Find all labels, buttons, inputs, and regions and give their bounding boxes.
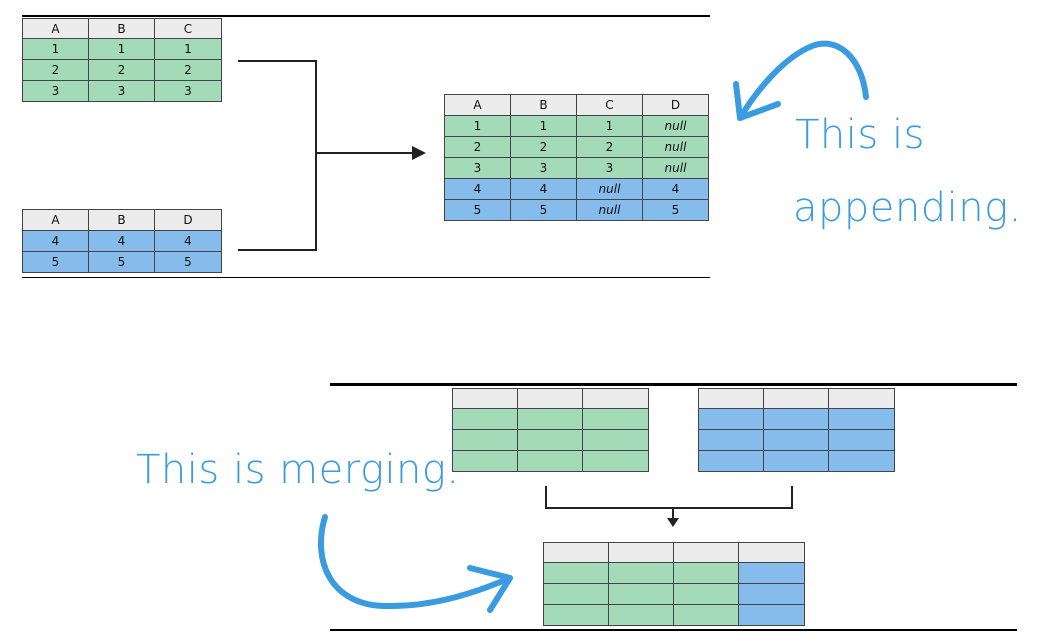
- table-cell: 2: [576, 136, 643, 158]
- table-cell: 5: [154, 251, 222, 273]
- table-cell: [673, 562, 739, 584]
- append-note-line-2: appending.: [793, 185, 1022, 231]
- merge-note-emphasis: merging.: [279, 447, 460, 493]
- append-result-table: A B C D 1 1 1 null 2 2 2 null 3 3 3 null…: [444, 94, 709, 221]
- table-cell: 3: [154, 80, 222, 102]
- table-cell: 2: [444, 136, 511, 158]
- table-header-cell: [698, 388, 764, 409]
- table-cell: [828, 408, 895, 430]
- table-cell: [582, 450, 649, 472]
- merge-connector-bracket: [545, 486, 793, 520]
- table-cell: [698, 450, 764, 472]
- table-header-cell: A: [22, 18, 89, 39]
- table-cell: 1: [444, 115, 511, 137]
- bottom-rule-append: [22, 277, 710, 278]
- merge-pointer-arrow-icon: [318, 514, 513, 613]
- table-cell-null: null: [642, 115, 709, 137]
- table-cell: [828, 450, 895, 472]
- table-cell: [543, 583, 609, 605]
- table-header-cell: B: [510, 94, 577, 116]
- append-note-line-1: This is: [795, 112, 925, 158]
- table-cell: 3: [88, 80, 155, 102]
- table-cell: 5: [88, 251, 155, 273]
- table-header-cell: C: [576, 94, 643, 116]
- table-header-cell: [828, 388, 895, 409]
- table-cell: [738, 604, 805, 626]
- table-cell: [517, 450, 583, 472]
- table-cell: 4: [444, 178, 511, 200]
- top-rule-merge: [330, 383, 1017, 386]
- table-cell: 1: [22, 38, 89, 60]
- table-cell: 3: [444, 157, 511, 179]
- table-cell: [763, 450, 829, 472]
- append-connector-bracket: [238, 60, 414, 251]
- table-cell-null: null: [576, 178, 643, 200]
- table-cell: 5: [444, 199, 511, 221]
- merge-result-table: [543, 542, 805, 626]
- table-cell: [673, 583, 739, 605]
- table-header-cell: [608, 542, 674, 563]
- table-cell: 2: [510, 136, 577, 158]
- top-rule-append: [22, 15, 710, 17]
- table-cell: 2: [154, 59, 222, 81]
- table-cell: 3: [22, 80, 89, 102]
- table-cell: [543, 604, 609, 626]
- append-arrowhead-icon: [412, 146, 426, 160]
- table-header-cell: [517, 388, 583, 409]
- table-header-cell: D: [642, 94, 709, 116]
- table-header-cell: B: [88, 18, 155, 39]
- table-header-cell: [543, 542, 609, 563]
- append-source-table-2: A B D 4 4 4 5 5 5: [22, 209, 222, 273]
- table-cell: [763, 429, 829, 451]
- table-cell: [608, 604, 674, 626]
- table-cell-null: null: [576, 199, 643, 221]
- table-header-cell: [582, 388, 649, 409]
- bottom-rule-merge: [330, 629, 1017, 631]
- table-cell: [763, 408, 829, 430]
- merge-source-table-1: [452, 388, 649, 472]
- table-cell: 3: [576, 157, 643, 179]
- append-pointer-arrow-icon: [733, 40, 869, 121]
- table-header-cell: D: [154, 209, 222, 231]
- table-cell: [452, 450, 518, 472]
- table-cell: [582, 408, 649, 430]
- merge-source-table-2: [698, 388, 895, 472]
- table-cell: [452, 429, 518, 451]
- table-cell: [673, 604, 739, 626]
- merge-note: This is merging.: [136, 447, 460, 493]
- table-cell: [608, 562, 674, 584]
- table-cell: 4: [22, 230, 89, 252]
- merge-arrowhead-icon: [667, 518, 679, 527]
- table-header-cell: [452, 388, 518, 409]
- table-cell: 4: [642, 178, 709, 200]
- table-cell: [452, 408, 518, 430]
- table-cell: 5: [22, 251, 89, 273]
- table-header-cell: [673, 542, 739, 563]
- table-cell: 1: [88, 38, 155, 60]
- table-cell: 5: [510, 199, 577, 221]
- table-cell: [517, 429, 583, 451]
- table-cell: [828, 429, 895, 451]
- table-cell: [738, 562, 805, 584]
- merge-note-prefix: This is: [136, 447, 280, 493]
- append-source-table-1: A B C 1 1 1 2 2 2 3 3 3: [22, 18, 222, 102]
- table-header-cell: B: [88, 209, 155, 231]
- table-cell: 5: [642, 199, 709, 221]
